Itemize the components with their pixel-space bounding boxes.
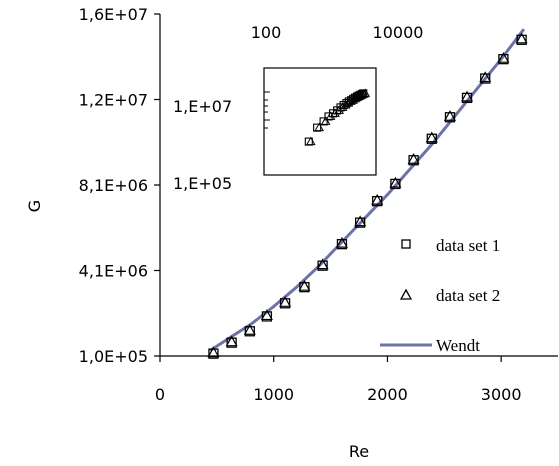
plot-area: 1,0E+05 4,1E+06 8,1E+06 1,2E+07 1,6E+07 0 100… xyxy=(79,5,558,404)
inset-point-triangle xyxy=(360,88,371,97)
y-axis-title: G xyxy=(25,200,44,212)
inset-x-tick-label: 10000 xyxy=(373,23,424,42)
data-point-square xyxy=(261,311,273,322)
data-point-square xyxy=(390,178,401,190)
data-point-triangle xyxy=(335,236,348,248)
data-point-triangle xyxy=(443,110,456,121)
data-point-square xyxy=(461,92,473,104)
y-tick-label: 1,0E+05 xyxy=(79,347,148,366)
data-point-square xyxy=(408,155,419,166)
y-ticks: 1,0E+05 4,1E+06 8,1E+06 1,2E+07 1,6E+07 xyxy=(79,5,160,366)
data-point-square xyxy=(444,112,456,123)
data-point-square xyxy=(498,54,509,65)
legend: data set 1 data set 2 Wendt xyxy=(380,236,500,355)
x-tick-label: 2000 xyxy=(367,385,408,404)
data-point-triangle xyxy=(371,193,384,205)
data-point-triangle xyxy=(298,279,311,291)
data-point-triangle xyxy=(389,176,402,188)
data-point-square xyxy=(516,34,527,45)
data-point-square xyxy=(208,348,219,359)
data-point-triangle xyxy=(407,153,420,164)
inset-y-tick-label: 1,E+05 xyxy=(173,174,232,193)
data-point-triangle xyxy=(354,215,367,227)
data-point-square xyxy=(354,217,366,228)
data-point-square xyxy=(336,239,348,250)
data-point-square xyxy=(317,260,328,271)
inset-point-triangle xyxy=(330,108,340,117)
legend-square-marker xyxy=(401,239,411,249)
inset-points xyxy=(304,88,371,146)
data-point-triangle xyxy=(425,131,438,143)
data-point-triangle xyxy=(479,71,492,83)
x-tick-label: 3000 xyxy=(481,385,522,404)
data-point-triangle xyxy=(243,324,256,335)
data-point-square xyxy=(426,133,437,144)
inset-chart: 100 10000 1,E+07 1,E+05 xyxy=(173,23,423,193)
data-point-triangle xyxy=(316,258,329,270)
y-tick-label: 1,2E+07 xyxy=(79,91,148,110)
data-point-triangle xyxy=(207,346,220,358)
inset-x-tick-label: 100 xyxy=(251,23,282,42)
x-tick-label: 1000 xyxy=(253,385,294,404)
y-tick-label: 4,1E+06 xyxy=(79,262,148,281)
data-point-square xyxy=(244,326,255,337)
x-ticks: 0 1000 2000 3000 xyxy=(155,356,522,404)
y-tick-label: 8,1E+06 xyxy=(79,176,148,195)
data-point-triangle xyxy=(461,90,474,102)
data-point-triangle xyxy=(260,309,273,321)
data-point-square xyxy=(279,298,291,309)
data-point-triangle xyxy=(225,335,238,347)
data-set-1-series xyxy=(208,34,527,359)
data-point-square xyxy=(480,73,491,84)
x-axis-title: Re xyxy=(349,442,369,461)
legend-label-data-set-2: data set 2 xyxy=(436,286,500,305)
legend-triangle-marker xyxy=(399,288,413,300)
data-point-triangle xyxy=(515,32,528,44)
data-point-square xyxy=(226,337,237,348)
data-point-square xyxy=(372,195,383,207)
data-point-triangle xyxy=(279,296,292,307)
inset-y-tick-label: 1,E+07 xyxy=(173,97,232,116)
y-tick-label: 1,6E+07 xyxy=(79,5,148,24)
legend-label-data-set-1: data set 1 xyxy=(436,236,500,255)
inset-point-triangle xyxy=(314,122,325,132)
x-tick-label: 0 xyxy=(155,385,165,404)
data-point-square xyxy=(299,282,310,293)
data-set-2-series xyxy=(207,32,528,358)
inset-point-triangle xyxy=(320,116,331,125)
inset-point-triangle xyxy=(305,136,316,146)
legend-label-wendt: Wendt xyxy=(436,336,480,355)
data-point-triangle xyxy=(497,51,510,63)
